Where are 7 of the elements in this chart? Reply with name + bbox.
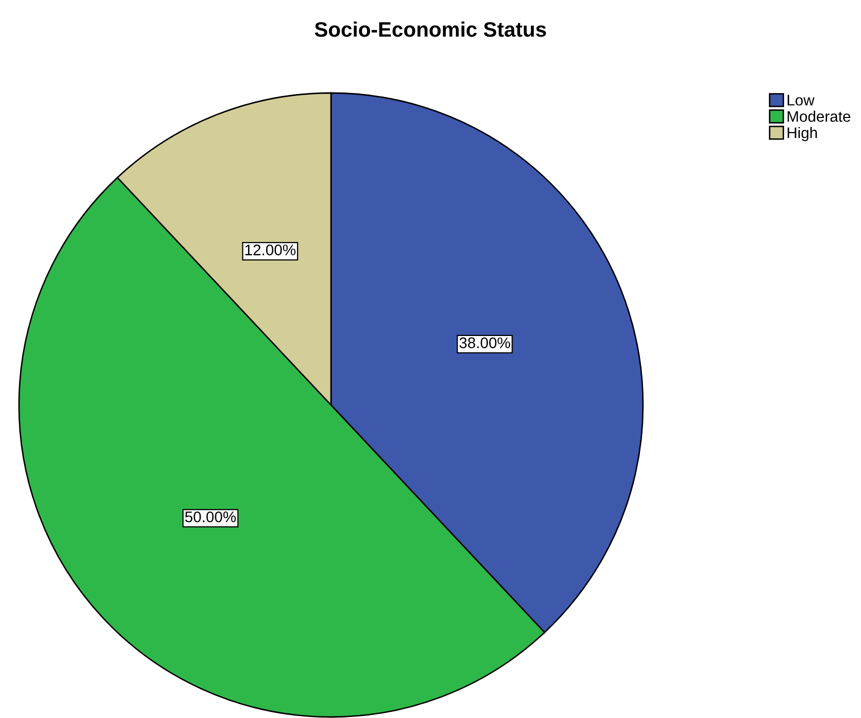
legend-label: Moderate: [788, 110, 850, 122]
data-label: 12.00%: [245, 244, 296, 256]
chart-title: Socio-Economic Status: [314, 22, 546, 37]
legend-label: High: [788, 126, 817, 142]
data-label: 38.00%: [459, 337, 510, 348]
legend-label: Low: [788, 94, 814, 106]
data-label: 50.00%: [185, 511, 236, 522]
